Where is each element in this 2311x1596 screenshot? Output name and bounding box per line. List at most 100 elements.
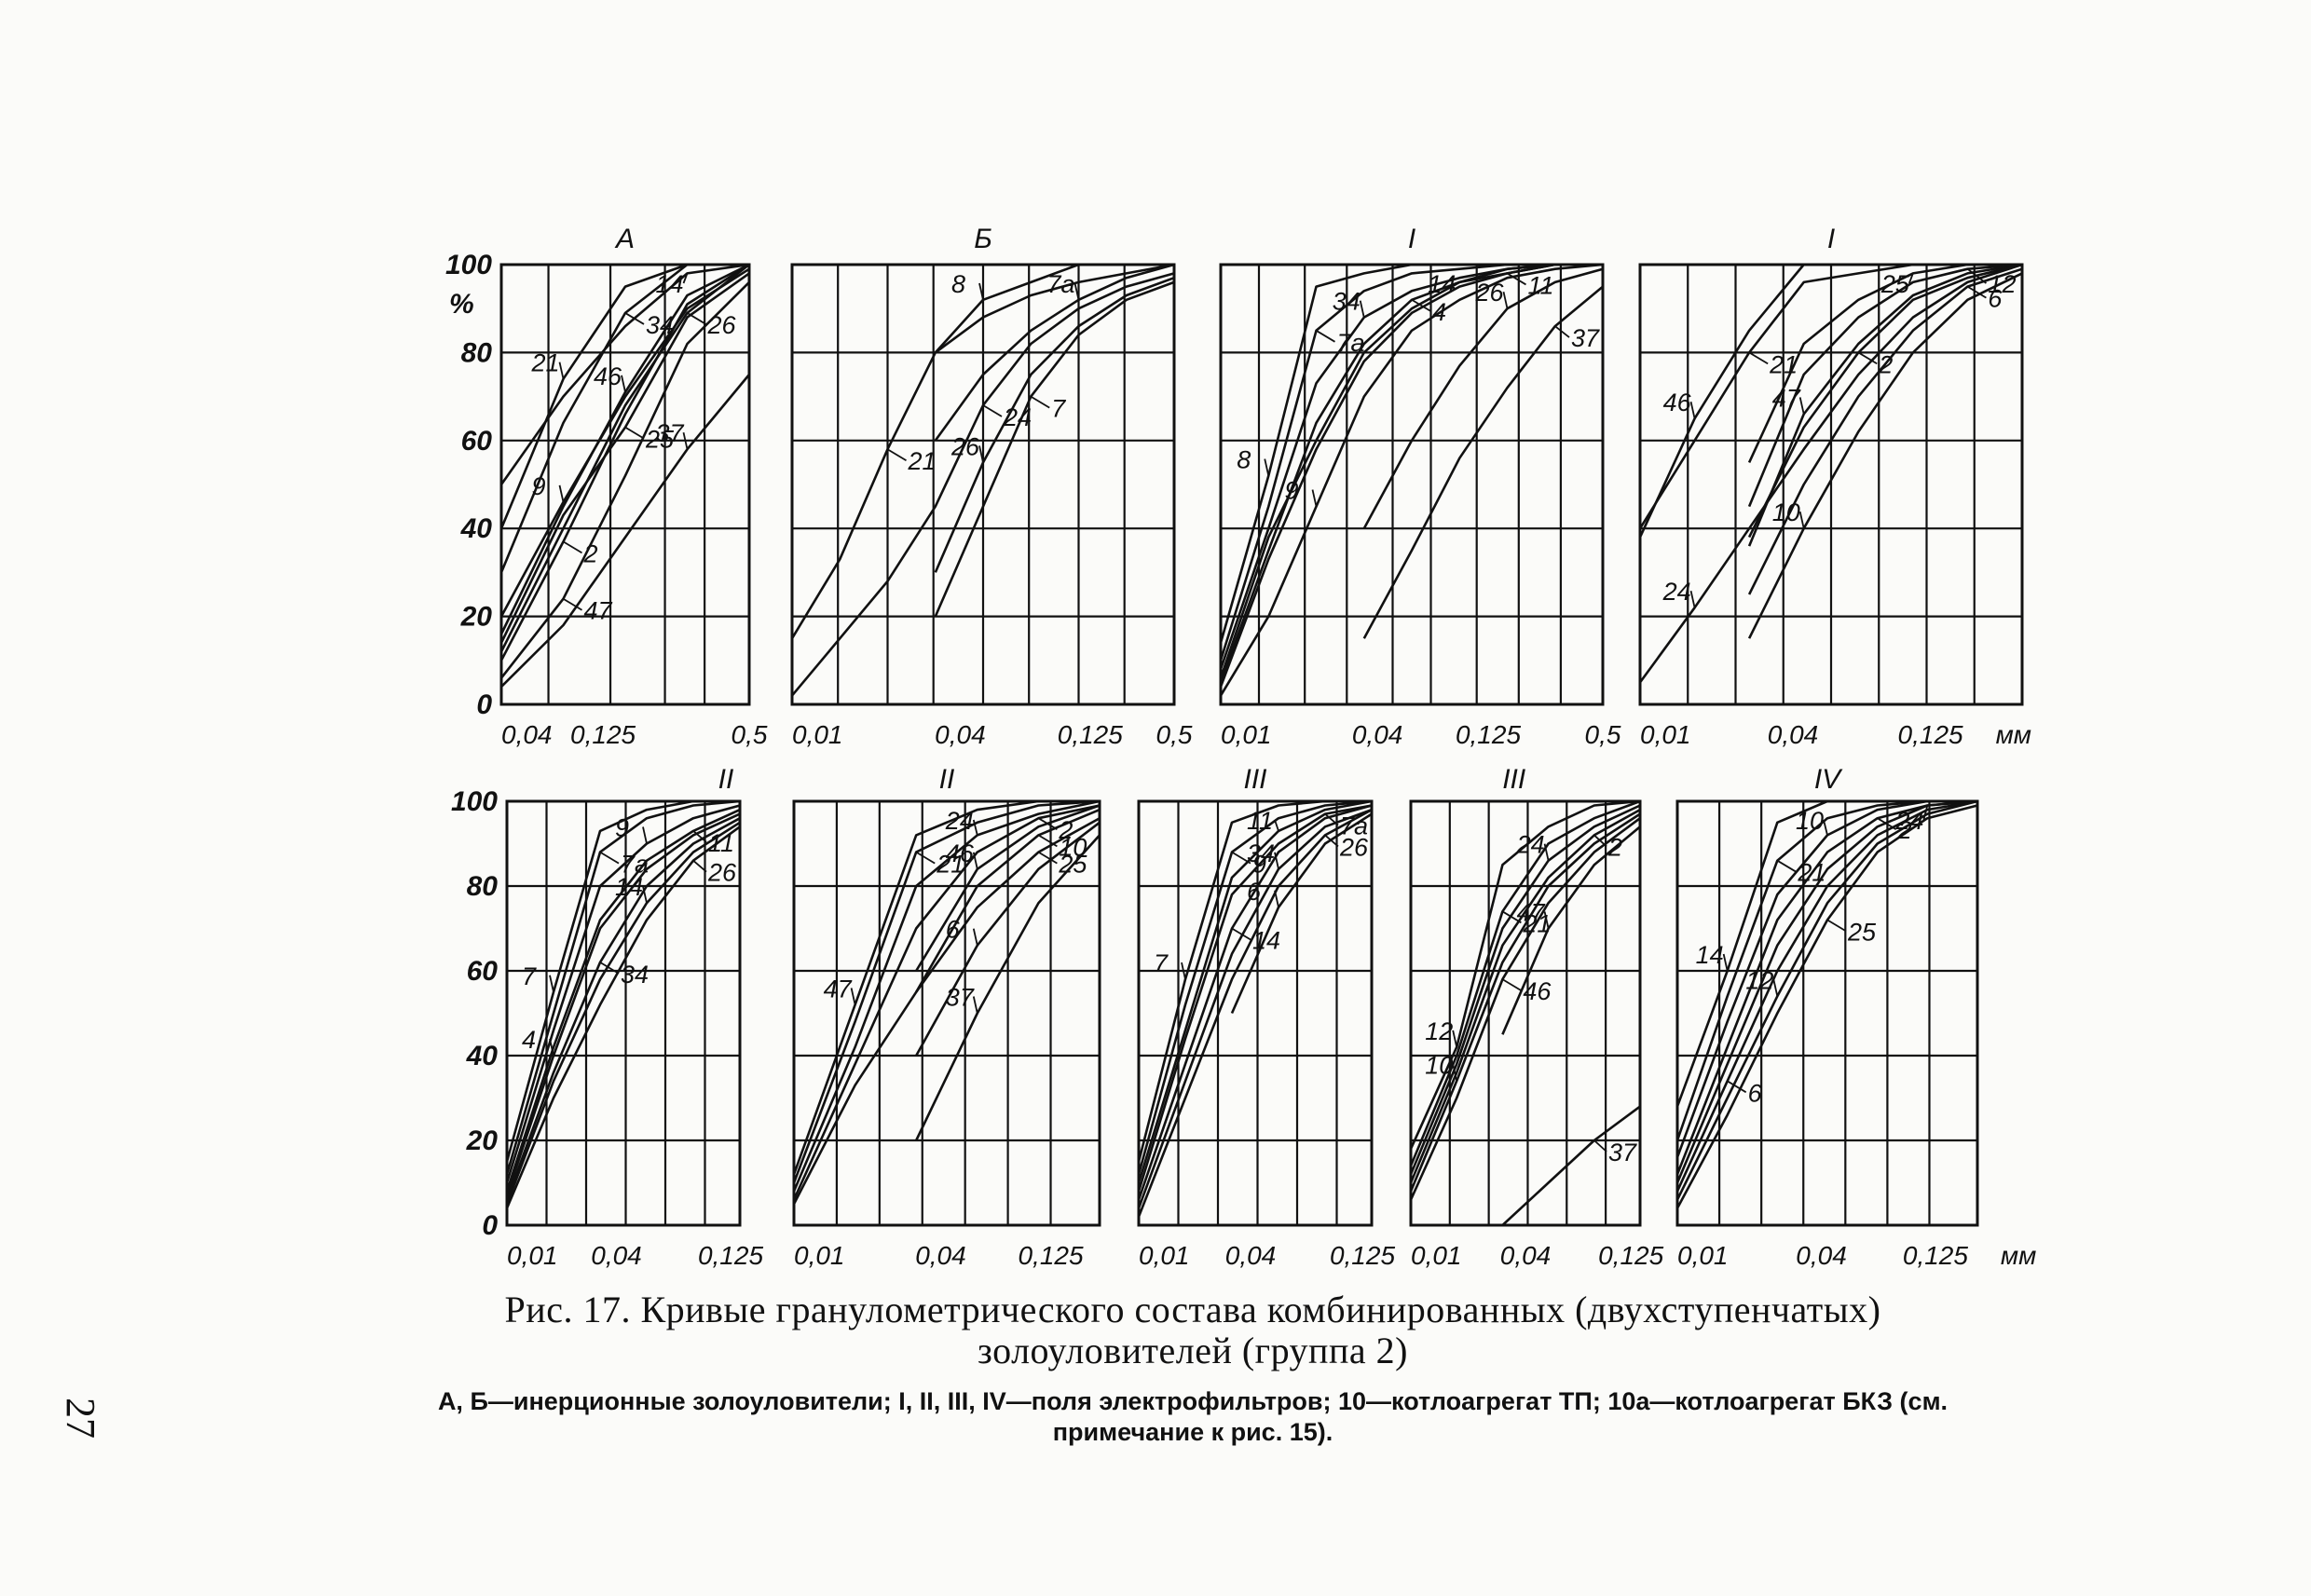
series-line — [505, 808, 741, 1192]
x-tick-label: 0,125 — [1330, 1241, 1395, 1270]
series-line — [505, 799, 740, 1163]
x-unit-label: мм — [2001, 1241, 2036, 1270]
series-label: 10 — [1425, 1051, 1453, 1079]
series-label-leader — [682, 432, 689, 450]
x-unit-label: мм — [1996, 720, 2031, 749]
series-label-leader — [599, 851, 620, 865]
x-tick-label: 0,04 — [591, 1241, 642, 1270]
series-label-leader — [1554, 325, 1570, 338]
series-line — [1747, 263, 2023, 547]
series-label-leader — [978, 282, 984, 300]
panel-frame — [792, 799, 1101, 1227]
x-tick-label: 0,125 — [1598, 1241, 1663, 1270]
series-line — [1409, 799, 1641, 1166]
series-line — [1137, 799, 1373, 1183]
series-label: 46 — [1663, 389, 1692, 416]
series-line — [915, 834, 1101, 1141]
panel-frame — [1409, 799, 1642, 1227]
series-line — [499, 263, 750, 485]
series-label: 47 — [1772, 384, 1801, 412]
x-tick-label: 0,125 — [1058, 720, 1123, 749]
chart-panel-1: А0,04 0,125 0,5020406080100%21341424626925… — [445, 224, 768, 749]
series-label: 7 — [1154, 949, 1169, 977]
series-label: 21 — [908, 447, 937, 475]
series-label-leader — [1857, 351, 1878, 365]
series-label: 7а — [1047, 270, 1075, 298]
series-label-leader — [1689, 590, 1696, 608]
series-line — [499, 263, 750, 635]
series-label-leader — [1593, 1139, 1607, 1153]
series-label: 34 — [621, 961, 649, 989]
series-label-leader — [1316, 330, 1335, 343]
panel-title: IV — [1814, 764, 1843, 795]
series-line — [1409, 804, 1641, 1175]
x-tick-label: 0,125 — [1018, 1241, 1083, 1270]
series-line — [1362, 285, 1604, 639]
series-label-leader — [1689, 402, 1696, 419]
y-tick-label: 0 — [482, 1210, 498, 1241]
series-line — [499, 263, 750, 662]
series-line — [1675, 804, 1978, 1209]
caption-block: Рис. 17. Кривые гранулометрического сост… — [391, 1289, 1994, 1448]
x-tick-label: 0,04 — [935, 720, 986, 749]
series-line — [499, 263, 750, 652]
x-tick-label: 0,125 — [1898, 720, 1963, 749]
series-line — [1362, 267, 1604, 529]
series-line — [1675, 799, 1978, 1201]
series-label-leader — [1501, 978, 1522, 991]
series-label-leader — [1359, 300, 1365, 318]
series-label: 6 — [1988, 285, 2003, 313]
panel-title: III — [1243, 764, 1266, 795]
series-label: 7а — [1337, 329, 1365, 357]
series-label: 24 — [945, 807, 974, 835]
series-label-leader — [1826, 919, 1847, 933]
series-label: 6 — [1748, 1079, 1763, 1107]
series-label-leader — [1507, 272, 1526, 286]
x-tick-label: 0,125 — [698, 1241, 763, 1270]
x-tick-label: 0,04 — [915, 1241, 966, 1270]
series-line — [1219, 263, 1604, 697]
panel-frame — [505, 799, 742, 1227]
series-label-leader — [692, 860, 707, 873]
series-line — [500, 374, 751, 689]
series-label: 37 — [1571, 324, 1600, 352]
series-label-leader — [887, 448, 907, 462]
series-line — [1747, 263, 2023, 539]
series-line — [1747, 267, 2023, 595]
series-label: 26 — [1339, 833, 1369, 861]
series-label: 37 — [656, 419, 685, 447]
series-label: 21 — [531, 349, 560, 377]
series-label-leader — [1502, 292, 1509, 309]
panel-title: А — [614, 224, 635, 254]
x-tick-label: 0,01 — [1411, 1241, 1462, 1270]
series-line — [499, 272, 750, 644]
x-tick-label: 0,01 — [1221, 720, 1272, 749]
y-tick-label: 20 — [466, 1125, 499, 1156]
series-label: 37 — [1608, 1139, 1637, 1166]
x-tick-label: 0,04 — [1796, 1241, 1847, 1270]
panel-frame — [1137, 799, 1374, 1227]
series-label-leader — [642, 886, 648, 904]
series-line — [1747, 263, 2023, 508]
series-label-leader — [1543, 911, 1550, 929]
panel-title: I — [1408, 224, 1415, 254]
series-label-leader — [1231, 927, 1251, 941]
series-line — [505, 825, 741, 1209]
series-label-leader — [1030, 395, 1050, 409]
series-label: 37 — [946, 984, 975, 1012]
series-line — [1409, 799, 1641, 1150]
series-label: 9 — [615, 814, 629, 842]
series-label: 46 — [1523, 977, 1552, 1005]
page-number: 27 — [58, 1398, 103, 1439]
figure-chart-panels: А0,04 0,125 0,5020406080100%21341424626925… — [445, 224, 2036, 1270]
series-label: 47 — [1517, 899, 1546, 927]
series-line — [792, 799, 1101, 1193]
series-line — [915, 804, 1101, 972]
series-line — [1675, 799, 1978, 1184]
x-tick-label: 0,04 — [501, 720, 553, 749]
